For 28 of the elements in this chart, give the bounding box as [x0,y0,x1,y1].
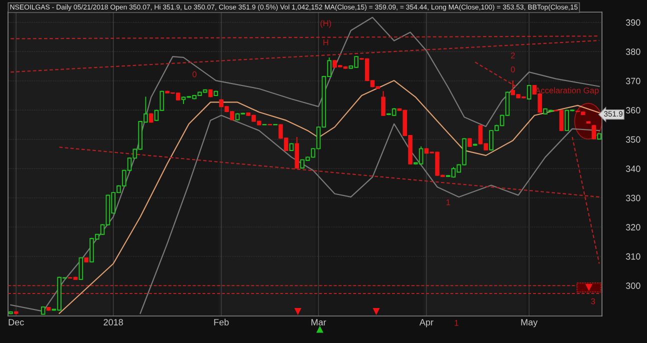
candlestick [78,256,84,280]
y-tick-label: 390 [626,19,640,26]
x-tick-label: Feb [214,318,229,326]
line-series [10,16,600,312]
annotation: H [323,40,328,46]
y-tick-label: 360 [626,107,640,114]
annotation: 0 [510,66,515,72]
x-tick-label: Apr [419,319,434,328]
annotation: 0 [192,71,197,78]
y-tick-label: 350 [626,136,640,143]
annotation: 2 [510,52,515,58]
x-tick-label: Dec [8,319,24,326]
y-tick-label: 300 [626,282,640,289]
candlestick [381,90,386,116]
y-tick-label: 320 [626,224,640,230]
x-tick-label: 2018 [104,319,123,326]
candlestick [592,124,596,140]
text: 1 [454,320,458,326]
y-tick-label: 380 [626,48,640,55]
x-tick-label: Mar [311,319,326,326]
annotation: 1 [446,199,450,206]
y-tick-label: 310 [626,253,640,260]
x-tick-label: May [521,319,538,328]
y-tick-label: 340 [626,166,640,172]
y-tick-label: 330 [626,194,640,202]
annotation: 3 [591,298,596,304]
y-tick-label: 370 [626,78,640,84]
annotation: (H) [320,20,332,28]
